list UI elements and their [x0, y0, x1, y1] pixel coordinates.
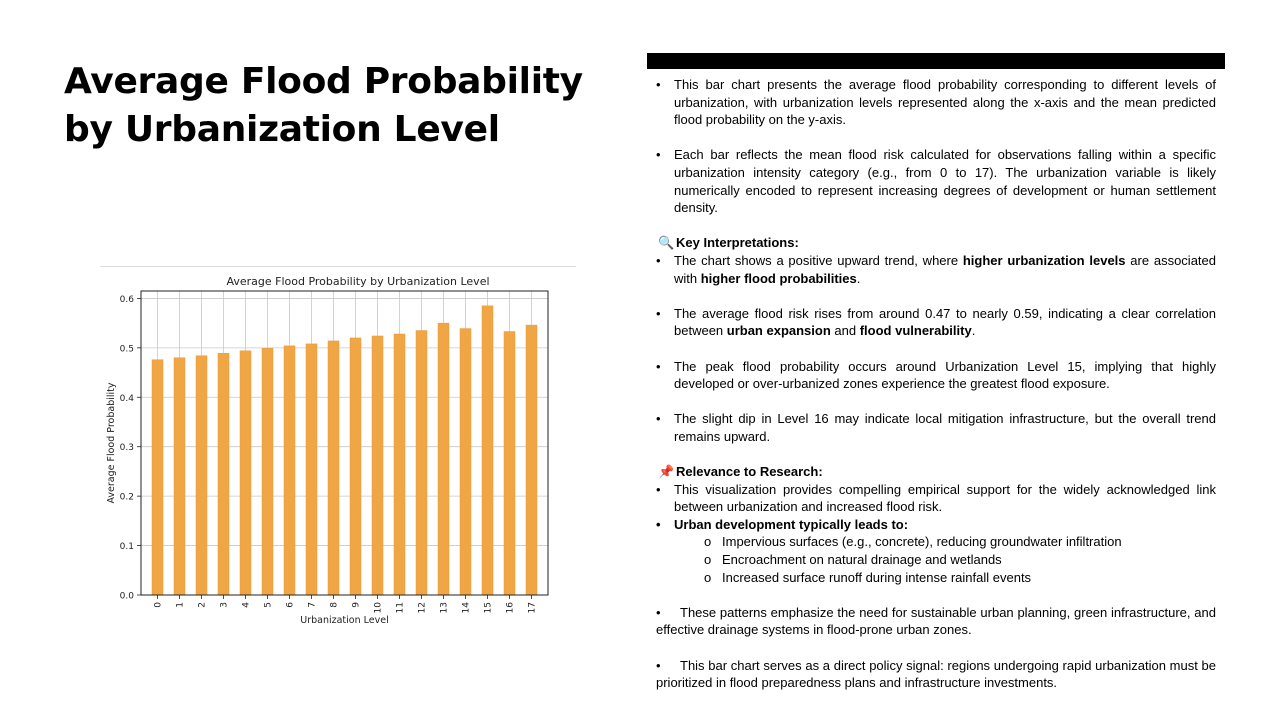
closing-paragraph-1: • These patterns emphasize the need for s… [656, 604, 1216, 638]
y-axis-label: Average Flood Probability [106, 382, 117, 503]
bar-level-2 [195, 355, 208, 596]
sub-bullet-1: Impervious surfaces (e.g., concrete), re… [656, 533, 1216, 551]
key-1-bold-d: higher flood probabilities [700, 270, 857, 286]
key-2-text-c: and [830, 323, 860, 339]
x-tick-label: 6 [286, 602, 296, 608]
x-tick-label: 8 [330, 602, 340, 608]
bar-level-0 [151, 359, 164, 596]
sub-bullet-3: Increased surface runoff during intense … [656, 569, 1216, 587]
sub-bullet-2: Encroachment on natural drainage and wet… [656, 551, 1216, 569]
bar-level-5 [261, 348, 274, 596]
plot-frame [140, 290, 549, 596]
x-tick-label: 16 [506, 602, 516, 614]
x-tick-label: 13 [440, 602, 450, 613]
bar-level-17 [525, 324, 538, 596]
y-tick-label: 0.6 [120, 295, 135, 305]
x-tick-label: 3 [220, 602, 230, 608]
x-tick-label: 5 [264, 602, 274, 608]
bar-level-9 [349, 337, 362, 596]
key-2-text-e: . [971, 323, 976, 339]
x-tick-label: 15 [484, 602, 494, 613]
key-1-text-c: are associated with [674, 252, 1216, 286]
relevance-heading: 📌 Relevance to Research: [656, 463, 1216, 481]
relevance-heading-text: Relevance to Research: [676, 464, 823, 480]
y-tick-label: 0.0 [120, 592, 135, 602]
magnifier-icon: 🔍 [658, 235, 675, 251]
chart-top-divider [100, 266, 576, 267]
key-heading-text: Key Interpretations: [676, 235, 799, 251]
key-2-bold-b: urban expansion [726, 323, 831, 339]
bar-level-12 [415, 330, 428, 596]
key-2-text-a: The average flood risk rises from around… [674, 305, 1216, 339]
key-1-text-e: . [856, 270, 861, 286]
x-tick-label: 11 [396, 602, 406, 613]
x-tick-label: 14 [462, 602, 472, 614]
x-tick-label: 1 [176, 602, 186, 608]
bar-level-14 [459, 328, 472, 596]
intro-bullet-1: This bar chart presents the average floo… [656, 76, 1216, 129]
text-panel: This bar chart presents the average floo… [656, 76, 1216, 692]
x-tick-label: 7 [308, 602, 318, 608]
bar-level-6 [283, 345, 296, 596]
bar-level-10 [371, 335, 384, 596]
closing-paragraph-2: • This bar chart serves as a direct polic… [656, 657, 1216, 691]
bar-level-13 [437, 322, 450, 596]
bar-level-15 [481, 305, 494, 596]
y-tick-label: 0.4 [120, 394, 135, 404]
bar-chart: Average Flood Probability by Urbanizatio… [106, 275, 549, 626]
slide-title: Average Flood Probability by Urbanizatio… [64, 61, 583, 150]
bar-level-8 [327, 340, 340, 596]
bar-level-7 [305, 343, 318, 596]
intro-bullet-2: Each bar reflects the mean flood risk ca… [656, 146, 1216, 216]
x-tick-label: 10 [374, 602, 384, 614]
bar-level-4 [239, 350, 252, 596]
closing-2-text: This bar chart serves as a direct policy… [656, 657, 1216, 691]
bar-level-1 [173, 357, 186, 596]
key-1-bold-b: higher urbanization levels [962, 252, 1126, 268]
key-1-text-a: The chart shows a positive upward trend,… [674, 252, 963, 268]
relevance-bullet-1: This visualization provides compelling e… [656, 481, 1216, 516]
y-tick-label: 0.2 [120, 493, 134, 503]
x-tick-label: 4 [242, 602, 252, 608]
key-bullet-3: The peak flood probability occurs around… [656, 358, 1216, 393]
bar-level-11 [393, 333, 406, 596]
x-tick-label: 17 [528, 602, 538, 613]
key-interpretations-heading: 🔍 Key Interpretations: [656, 234, 1216, 252]
relevance-bullet-2: Urban development typically leads to: [656, 516, 1216, 534]
x-axis-label: Urbanization Level [300, 615, 388, 626]
x-tick-label: 2 [198, 602, 208, 608]
key-2-bold-d: flood vulnerability [859, 323, 972, 339]
bar-level-3 [217, 353, 230, 596]
pushpin-icon: 📌 [658, 464, 675, 480]
key-bullet-1: The chart shows a positive upward trend,… [656, 252, 1216, 287]
y-tick-label: 0.5 [120, 344, 134, 354]
key-bullet-4: The slight dip in Level 16 may indicate … [656, 410, 1216, 445]
x-tick-label: 9 [352, 602, 362, 608]
chart-title: Average Flood Probability by Urbanizatio… [226, 275, 489, 288]
x-tick-label: 12 [418, 602, 428, 613]
bar-level-16 [503, 331, 516, 596]
closing-1-text: These patterns emphasize the need for su… [656, 604, 1216, 638]
y-tick-label: 0.3 [120, 443, 134, 453]
key-bullet-2: The average flood risk rises from around… [656, 305, 1216, 340]
y-tick-label: 0.1 [120, 542, 134, 552]
chart-container: Average Flood Probability by Urbanizatio… [100, 266, 576, 636]
header-bar [647, 53, 1225, 69]
x-tick-label: 0 [154, 602, 164, 608]
